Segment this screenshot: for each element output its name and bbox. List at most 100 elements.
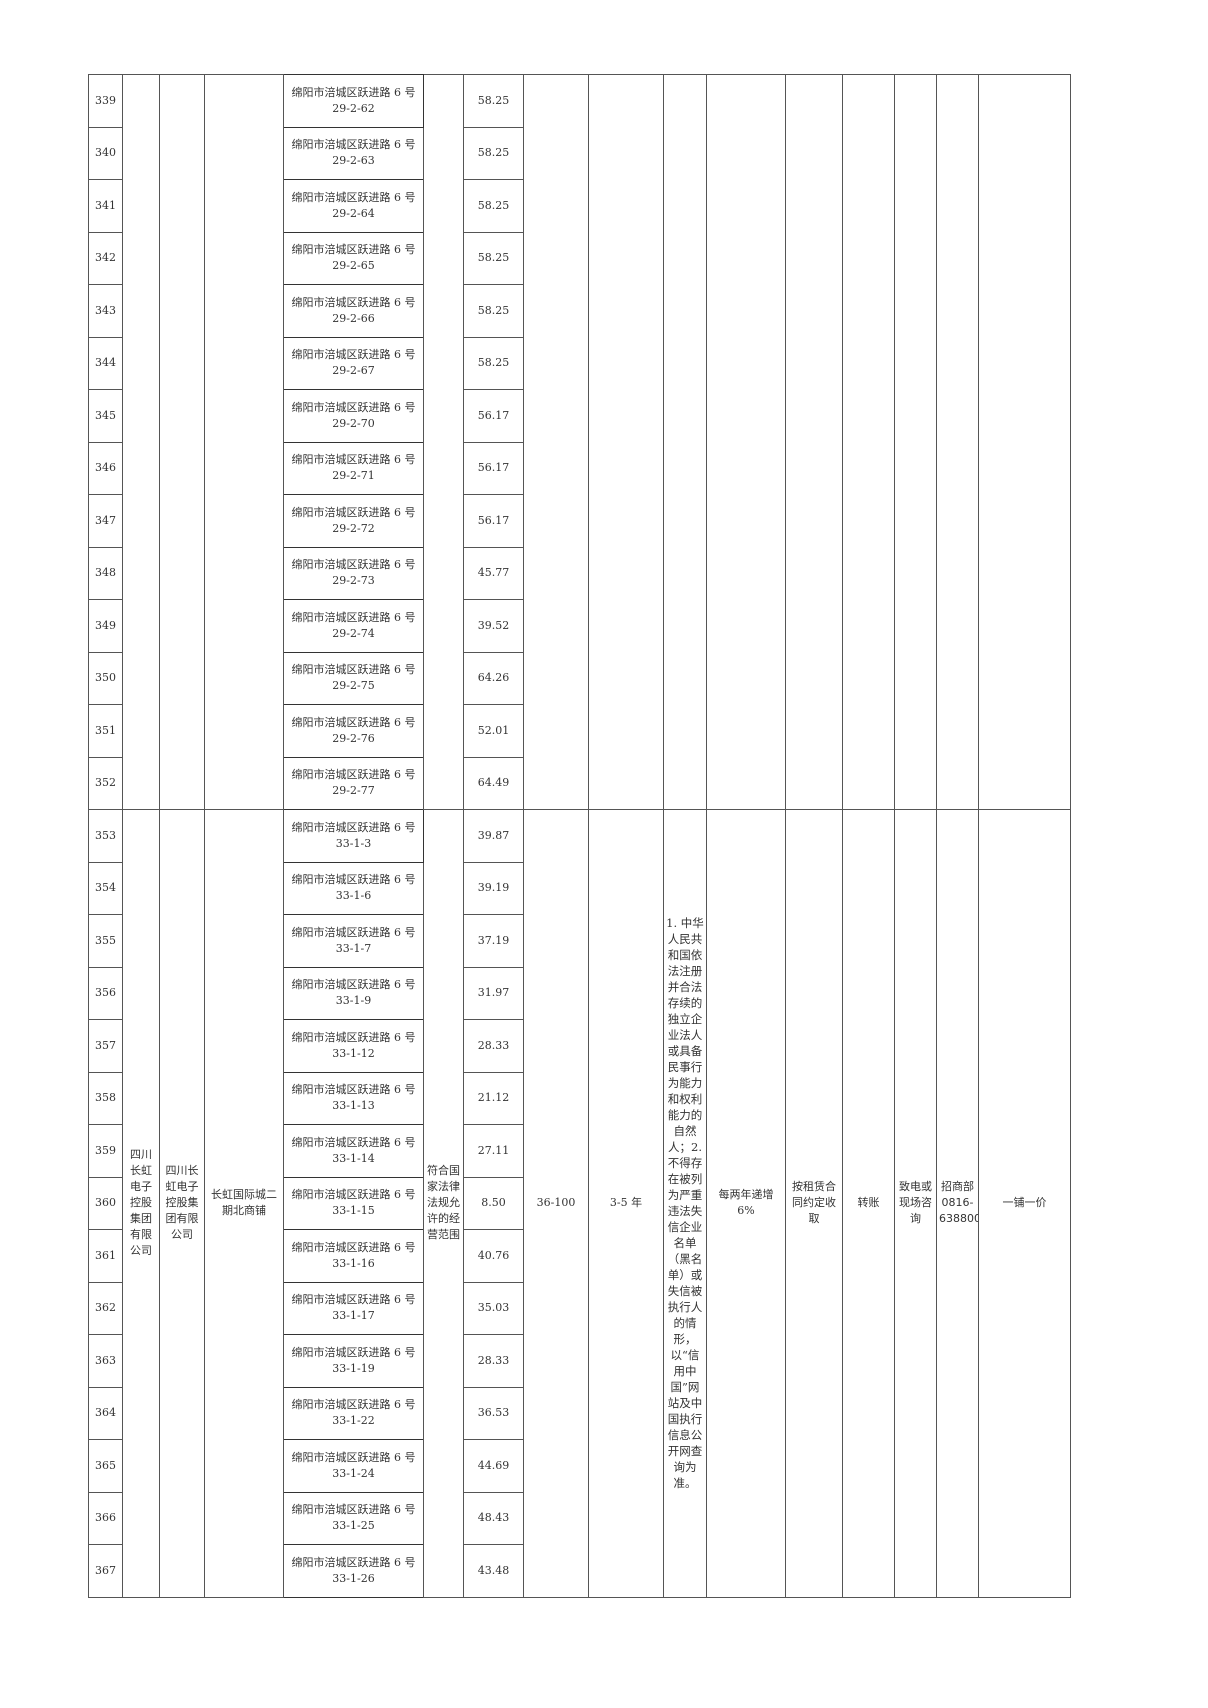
address-cell: 绵阳市涪城区跃进路 6 号 33-1-13 <box>283 1071 424 1125</box>
table-row: 345 绵阳市涪城区跃进路 6 号 29-2-70 56.17 <box>88 389 1118 443</box>
table-row: 357 绵阳市涪城区跃进路 6 号 33-1-12 28.33 <box>88 1019 1118 1073</box>
contact-cell: 招商部 0816-6388005 <box>936 809 979 1598</box>
table-row: 360 绵阳市涪城区跃进路 6 号 33-1-15 8.50 <box>88 1176 1118 1230</box>
row-number: 360 <box>88 1176 123 1230</box>
row-number: 359 <box>88 1124 123 1178</box>
pricing-cell: 一铺一价 <box>978 809 1071 1598</box>
table-row: 365 绵阳市涪城区跃进路 6 号 33-1-24 44.69 <box>88 1439 1118 1493</box>
table-row: 339 绵阳市涪城区跃进路 6 号 29-2-62 58.25 <box>88 74 1118 810</box>
area-cell: 58.25 <box>463 126 524 180</box>
property-listing-table: 339 绵阳市涪城区跃进路 6 号 29-2-62 58.25 340 绵阳市涪城区跃进… <box>88 74 1118 1598</box>
term-cell: 3-5 年 <box>588 809 664 1598</box>
owner-cell: 四川长虹电子控股集团有限公司 <box>122 809 160 1598</box>
scope-cell: 符合国家法律法规允许的经营范围 <box>423 809 464 1598</box>
table-row: 366 绵阳市涪城区跃进路 6 号 33-1-25 48.43 <box>88 1491 1118 1545</box>
address-cell: 绵阳市涪城区跃进路 6 号 29-2-66 <box>283 284 424 338</box>
scope-cell <box>423 74 464 810</box>
conditions-cell <box>663 74 707 810</box>
table-row: 356 绵阳市涪城区跃进路 6 号 33-1-9 31.97 <box>88 966 1118 1020</box>
area-cell: 39.19 <box>463 861 524 915</box>
address-cell: 绵阳市涪城区跃进路 6 号 29-2-63 <box>283 126 424 180</box>
area-cell: 31.97 <box>463 966 524 1020</box>
inquiry-cell: 致电或现场咨询 <box>894 809 937 1598</box>
table-row: 342 绵阳市涪城区跃进路 6 号 29-2-65 58.25 <box>88 231 1118 285</box>
table-row: 353 四川长虹电子控股集团有限公司 四川长虹电子控股集团有限公司 长虹国际城二期北商… <box>88 809 1118 1598</box>
row-number: 347 <box>88 494 123 548</box>
owner-cell <box>122 74 160 810</box>
area-cell: 44.69 <box>463 1439 524 1493</box>
address-cell: 绵阳市涪城区跃进路 6 号 33-1-26 <box>283 1544 424 1598</box>
address-cell: 绵阳市涪城区跃进路 6 号 29-2-71 <box>283 441 424 495</box>
area-cell: 58.25 <box>463 74 524 128</box>
row-number: 345 <box>88 389 123 443</box>
address-cell: 绵阳市涪城区跃进路 6 号 33-1-22 <box>283 1386 424 1440</box>
row-number: 344 <box>88 336 123 390</box>
row-number: 355 <box>88 914 123 968</box>
area-cell: 43.48 <box>463 1544 524 1598</box>
increase-cell <box>706 74 786 810</box>
row-number: 357 <box>88 1019 123 1073</box>
area-cell: 48.43 <box>463 1491 524 1545</box>
row-number: 354 <box>88 861 123 915</box>
row-number: 346 <box>88 441 123 495</box>
table-row: 361 绵阳市涪城区跃进路 6 号 33-1-16 40.76 <box>88 1229 1118 1283</box>
table-row: 341 绵阳市涪城区跃进路 6 号 29-2-64 58.25 <box>88 179 1118 233</box>
address-cell: 绵阳市涪城区跃进路 6 号 29-2-64 <box>283 179 424 233</box>
table-row: 348 绵阳市涪城区跃进路 6 号 29-2-73 45.77 <box>88 546 1118 600</box>
area-cell: 58.25 <box>463 284 524 338</box>
address-cell: 绵阳市涪城区跃进路 6 号 33-1-17 <box>283 1281 424 1335</box>
area-cell: 21.12 <box>463 1071 524 1125</box>
table-row: 359 绵阳市涪城区跃进路 6 号 33-1-14 27.11 <box>88 1124 1118 1178</box>
collection-cell: 按租赁合同约定收取 <box>785 809 843 1598</box>
row-number: 350 <box>88 651 123 705</box>
area-cell: 36.53 <box>463 1386 524 1440</box>
address-cell: 绵阳市涪城区跃进路 6 号 29-2-77 <box>283 756 424 810</box>
address-cell: 绵阳市涪城区跃进路 6 号 29-2-73 <box>283 546 424 600</box>
area-cell: 64.49 <box>463 756 524 810</box>
table-row: 343 绵阳市涪城区跃进路 6 号 29-2-66 58.25 <box>88 284 1118 338</box>
address-cell: 绵阳市涪城区跃进路 6 号 33-1-25 <box>283 1491 424 1545</box>
table-row: 367 绵阳市涪城区跃进路 6 号 33-1-26 43.48 <box>88 1544 1118 1598</box>
area-cell: 39.52 <box>463 599 524 653</box>
area-cell: 58.25 <box>463 179 524 233</box>
area-cell: 56.17 <box>463 494 524 548</box>
increase-cell: 每两年递增 6% <box>706 809 786 1598</box>
row-number: 348 <box>88 546 123 600</box>
payment-cell <box>842 74 895 810</box>
row-number: 366 <box>88 1491 123 1545</box>
table-row: 347 绵阳市涪城区跃进路 6 号 29-2-72 56.17 <box>88 494 1118 548</box>
row-number: 364 <box>88 1386 123 1440</box>
address-cell: 绵阳市涪城区跃进路 6 号 29-2-72 <box>283 494 424 548</box>
area-cell: 8.50 <box>463 1176 524 1230</box>
address-cell: 绵阳市涪城区跃进路 6 号 33-1-24 <box>283 1439 424 1493</box>
row-number: 361 <box>88 1229 123 1283</box>
area-cell: 52.01 <box>463 704 524 758</box>
row-number: 352 <box>88 756 123 810</box>
project-cell: 长虹国际城二期北商铺 <box>204 809 284 1598</box>
project-cell <box>204 74 284 810</box>
address-cell: 绵阳市涪城区跃进路 6 号 33-1-19 <box>283 1334 424 1388</box>
area-cell: 35.03 <box>463 1281 524 1335</box>
table-row: 358 绵阳市涪城区跃进路 6 号 33-1-13 21.12 <box>88 1071 1118 1125</box>
address-cell: 绵阳市涪城区跃进路 6 号 33-1-9 <box>283 966 424 1020</box>
pricing-cell <box>978 74 1071 810</box>
row-number: 351 <box>88 704 123 758</box>
table-row: 352 绵阳市涪城区跃进路 6 号 29-2-77 64.49 <box>88 756 1118 810</box>
area-cell: 56.17 <box>463 441 524 495</box>
area-cell: 28.33 <box>463 1019 524 1073</box>
row-number: 342 <box>88 231 123 285</box>
contact-cell <box>936 74 979 810</box>
address-cell: 绵阳市涪城区跃进路 6 号 33-1-12 <box>283 1019 424 1073</box>
area-cell: 64.26 <box>463 651 524 705</box>
row-number: 340 <box>88 126 123 180</box>
row-number: 353 <box>88 809 123 863</box>
contact-dept: 招商部 <box>941 1180 974 1194</box>
table-row: 363 绵阳市涪城区跃进路 6 号 33-1-19 28.33 <box>88 1334 1118 1388</box>
area-cell: 45.77 <box>463 546 524 600</box>
inquiry-cell <box>894 74 937 810</box>
row-number: 363 <box>88 1334 123 1388</box>
address-cell: 绵阳市涪城区跃进路 6 号 33-1-15 <box>283 1176 424 1230</box>
address-cell: 绵阳市涪城区跃进路 6 号 33-1-14 <box>283 1124 424 1178</box>
table-row: 354 绵阳市涪城区跃进路 6 号 33-1-6 39.19 <box>88 861 1118 915</box>
area-cell: 40.76 <box>463 1229 524 1283</box>
